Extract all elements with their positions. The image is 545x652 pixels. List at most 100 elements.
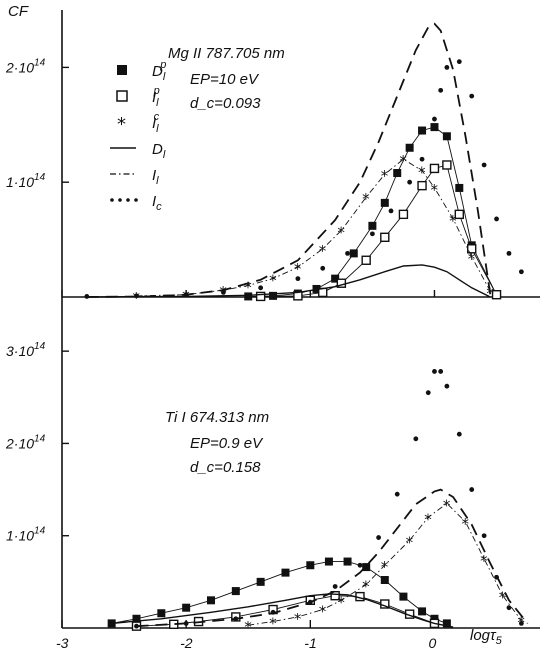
point-open-square [417, 180, 427, 191]
point-filled-square [418, 126, 427, 135]
point-dot [432, 116, 437, 122]
point-asterisk: * [449, 212, 457, 230]
x-tick-label: 0 [428, 635, 436, 651]
point-dot [419, 156, 425, 162]
point-dot [332, 584, 338, 589]
point-dot [413, 436, 419, 442]
point-open-square [380, 232, 390, 243]
point-filled-square [206, 596, 215, 605]
point-open-square [429, 163, 440, 174]
point-dot [183, 292, 189, 298]
point-asterisk: * [406, 533, 414, 551]
lower-ep: EP=0.9 eV [190, 435, 264, 452]
point-dot [134, 293, 139, 299]
x-tick-label: -1 [304, 635, 316, 651]
point-asterisk: * [362, 578, 370, 596]
point-filled-square [281, 568, 290, 577]
point-dot [307, 599, 313, 605]
series-line-asterisk [248, 502, 522, 626]
upper-ep: EP=10 eV [190, 71, 260, 88]
point-filled-square [380, 198, 389, 207]
legend: Dlp Ilp * Ilc Dl Il Ic [110, 59, 166, 213]
point-dot [233, 616, 239, 622]
point-open-square [255, 291, 266, 302]
point-filled-square [256, 577, 265, 586]
point-dot [494, 574, 499, 580]
point-filled-square [405, 143, 414, 152]
point-asterisk: * [418, 164, 426, 182]
point-filled-square [430, 123, 439, 132]
point-open-square [442, 160, 452, 170]
point-filled-square [132, 614, 141, 623]
point-filled-square [331, 274, 340, 283]
point-dot [444, 65, 450, 70]
point-filled-square [244, 292, 253, 301]
upper-plot-area: **************** [84, 22, 524, 307]
point-filled-square [399, 592, 408, 601]
point-dot [469, 93, 475, 99]
point-dot [183, 620, 189, 626]
point-filled-square [107, 619, 116, 628]
lower-plot-area: ************** [107, 369, 529, 636]
point-filled-square [231, 587, 240, 596]
point-asterisk: * [468, 250, 476, 268]
point-dot [506, 605, 512, 611]
point-open-square [361, 255, 371, 265]
point-dot [394, 491, 400, 497]
legend-label: Il [152, 167, 159, 187]
point-dot [518, 620, 524, 626]
point-dot [258, 285, 264, 291]
point-dot [432, 369, 437, 374]
point-filled-square [349, 249, 358, 258]
point-asterisk: * [480, 552, 488, 570]
legend-dot [134, 198, 138, 202]
point-dot [506, 250, 512, 256]
point-filled-square [455, 183, 464, 192]
point-dot [494, 216, 499, 222]
point-asterisk: * [269, 615, 277, 633]
point-filled-square [306, 561, 315, 570]
point-filled-square [157, 609, 166, 618]
legend-filled-square [117, 65, 127, 75]
point-filled-square [343, 557, 352, 566]
point-dot [320, 265, 326, 271]
series-line-dashed [86, 22, 492, 298]
x-axis-title-prefix: logτ5 [470, 627, 503, 647]
x-tick-label: -2 [180, 635, 193, 651]
point-asterisk: * [430, 181, 438, 199]
point-asterisk: * [381, 167, 389, 185]
upper-dc: d_c=0.093 [190, 95, 261, 112]
legend-open-square [116, 90, 128, 102]
point-dot [518, 269, 524, 275]
legend-label: Ic [152, 193, 162, 213]
legend-asterisk: * [117, 114, 126, 135]
point-dot [469, 487, 475, 492]
upper-line-id: Mg II 787.705 nm [168, 45, 285, 62]
point-filled-square [442, 619, 451, 628]
point-asterisk: * [244, 279, 252, 297]
series-line-asterisk [136, 158, 491, 297]
legend-dot [126, 198, 130, 202]
x-tick-label: -3 [56, 635, 69, 651]
y-axis-title: CF [8, 3, 29, 20]
point-dot [369, 231, 375, 237]
point-asterisk: * [499, 589, 507, 607]
point-dot [425, 390, 431, 396]
point-open-square [491, 290, 502, 300]
point-filled-square [362, 563, 371, 572]
point-dot [456, 59, 462, 65]
legend-label: Dlp [152, 59, 166, 83]
point-dot [481, 533, 487, 539]
point-dot [456, 431, 462, 437]
point-open-square [398, 209, 409, 220]
legend-label: Ilp [152, 85, 160, 109]
ticks: -3 -2 -1 0 1·1014 2·1014 1·1014 2·1014 3·1014 [5, 57, 436, 651]
point-asterisk: * [337, 223, 345, 241]
point-dot [438, 87, 444, 93]
series-line-solid [111, 593, 454, 628]
y-tick-label: 3·1014 [6, 341, 46, 359]
point-asterisk: * [424, 510, 432, 528]
upper-annotation: Mg II 787.705 nm EP=10 eV d_c=0.093 [168, 45, 285, 112]
point-dot [221, 290, 226, 295]
